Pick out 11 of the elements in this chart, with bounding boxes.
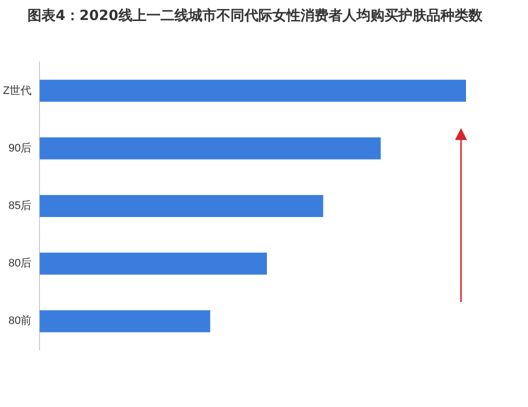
y-tick-label: 80前 bbox=[8, 315, 32, 328]
bar bbox=[40, 137, 381, 160]
bar bbox=[40, 252, 267, 275]
y-tick-label: 85后 bbox=[8, 199, 32, 212]
y-tick-label: 80后 bbox=[8, 256, 32, 270]
bar bbox=[40, 195, 324, 217]
y-tick-label: 90后 bbox=[8, 141, 32, 154]
bar bbox=[40, 310, 210, 332]
y-tick-label: Z世代 bbox=[2, 84, 32, 97]
chart-title: 图表4：2020线上一二线城市不同代际女性消费者人均购买护肤品种类数 bbox=[26, 8, 484, 25]
bar bbox=[40, 80, 466, 102]
